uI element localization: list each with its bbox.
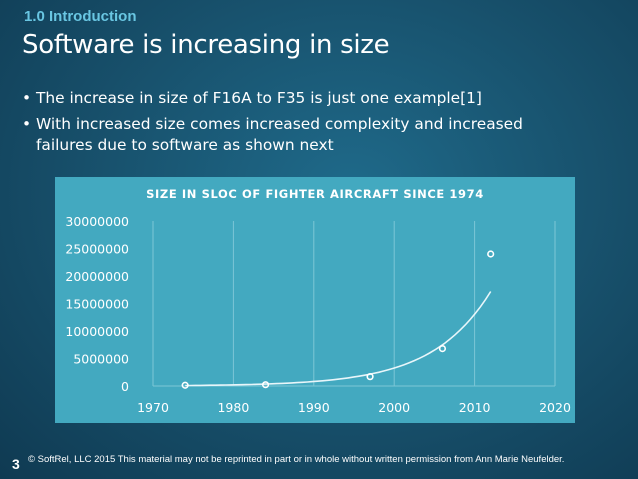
bullet-icon: • xyxy=(22,115,32,133)
x-tick-label: 2010 xyxy=(459,400,491,415)
data-point xyxy=(487,250,495,258)
page-number: 3 xyxy=(12,456,20,472)
chart-svg: SIZE IN SLOC OF FIGHTER AIRCRAFT SINCE 1… xyxy=(65,187,571,415)
x-tick-label: 1970 xyxy=(137,400,169,415)
bullet-text: The increase in size of F16A to F35 is j… xyxy=(36,89,482,107)
y-tick-label: 10000000 xyxy=(65,324,129,339)
x-tick-label: 2020 xyxy=(539,400,571,415)
section-label: 1.0 Introduction xyxy=(24,8,137,25)
chart-panel: SIZE IN SLOC OF FIGHTER AIRCRAFT SINCE 1… xyxy=(55,177,575,423)
y-tick-label: 20000000 xyxy=(65,269,129,284)
data-point xyxy=(366,373,374,381)
x-tick-label: 1990 xyxy=(298,400,330,415)
bullet-item: • With increased size comes increased co… xyxy=(22,114,582,156)
y-tick-label: 0 xyxy=(121,379,129,394)
bullet-item: • The increase in size of F16A to F35 is… xyxy=(22,88,582,109)
y-tick-label: 25000000 xyxy=(65,242,129,257)
slide-title: Software is increasing in size xyxy=(22,30,390,60)
bullet-icon: • xyxy=(22,89,32,107)
bullet-text: With increased size comes increased comp… xyxy=(36,115,523,154)
y-tick-label: 30000000 xyxy=(65,214,129,229)
data-point xyxy=(438,345,447,353)
bullet-list: • The increase in size of F16A to F35 is… xyxy=(22,88,582,161)
y-tick-label: 15000000 xyxy=(65,297,129,312)
trendline xyxy=(185,291,492,387)
y-tick-label: 5000000 xyxy=(73,352,129,367)
chart-title: SIZE IN SLOC OF FIGHTER AIRCRAFT SINCE 1… xyxy=(146,187,484,201)
data-point xyxy=(181,381,189,389)
x-tick-label: 2000 xyxy=(378,400,410,415)
copyright-footer: © SoftRel, LLC 2015 This material may no… xyxy=(28,454,565,465)
x-tick-label: 1980 xyxy=(217,400,249,415)
data-point xyxy=(261,381,270,389)
